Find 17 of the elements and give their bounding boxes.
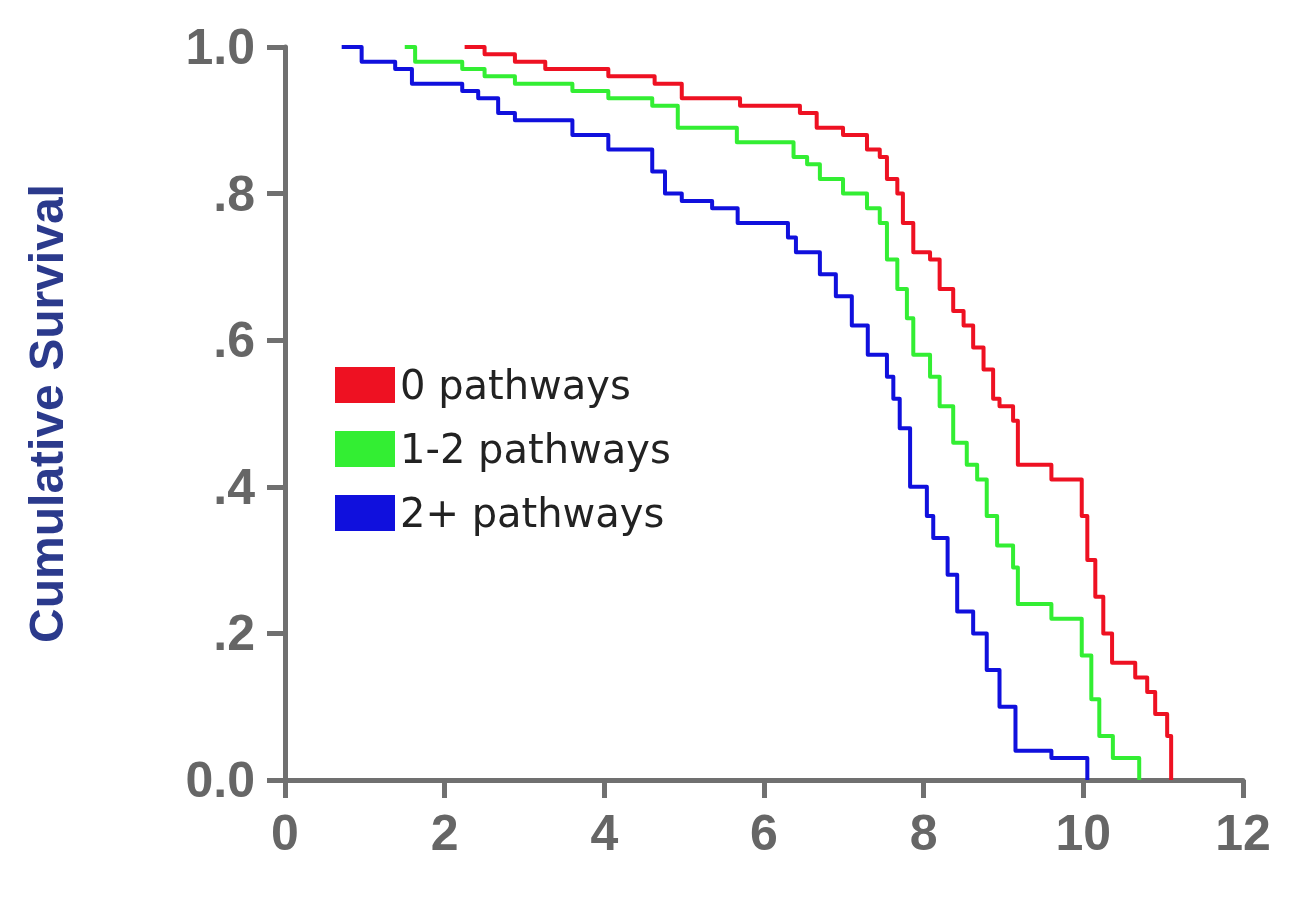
y-tick-label: 1.0 xyxy=(185,19,255,75)
y-axis-title: Cumulative Survival xyxy=(19,184,73,643)
y-tick-label: .4 xyxy=(213,458,256,515)
x-tick-label: 6 xyxy=(750,805,778,861)
y-tick-label: .8 xyxy=(213,165,255,222)
x-tick-label: 8 xyxy=(909,805,938,861)
y-tick-label: .6 xyxy=(213,312,255,369)
y-tick-label: .2 xyxy=(213,605,255,662)
legend-label: 0 pathways xyxy=(400,362,631,408)
x-tick-label: 2 xyxy=(430,805,459,861)
x-tick-label: 0 xyxy=(271,805,299,861)
y-tick-label: 0.0 xyxy=(185,752,255,808)
x-tick-label: 12 xyxy=(1215,805,1271,861)
legend-label: 2+ pathways xyxy=(400,490,665,536)
x-tick-label: 4 xyxy=(590,805,619,861)
legend-label: 1-2 pathways xyxy=(400,426,671,472)
x-tick-label: 10 xyxy=(1055,805,1112,861)
